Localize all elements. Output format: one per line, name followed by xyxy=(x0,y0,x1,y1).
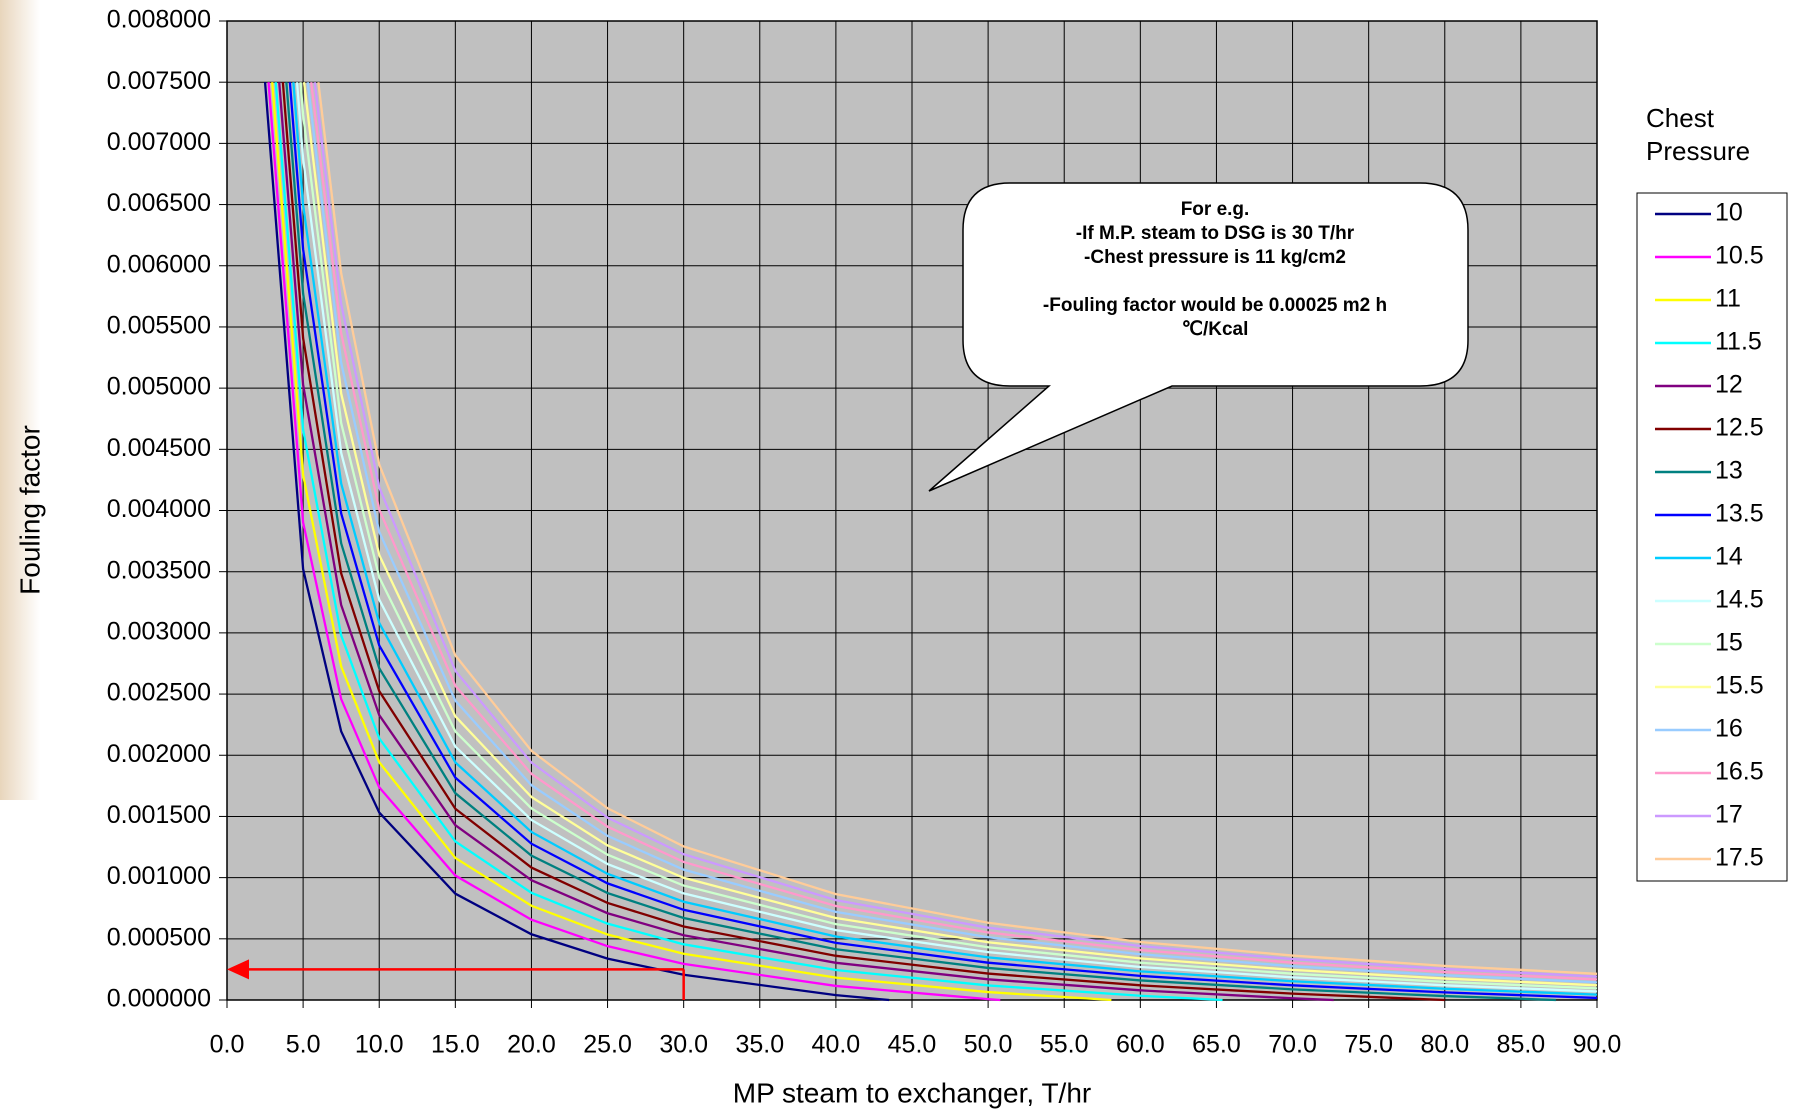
legend-label: 12 xyxy=(1715,371,1743,399)
x-tick-label: 30.0 xyxy=(659,1031,708,1059)
series-line xyxy=(288,82,1598,1000)
series-line xyxy=(263,82,890,1002)
x-tick-label: 10.0 xyxy=(355,1031,404,1059)
x-tick-label: 35.0 xyxy=(735,1031,784,1059)
y-tick-label: 0.005000 xyxy=(107,373,211,401)
y-tick-label: 0.003000 xyxy=(107,617,211,645)
x-tick-label: 90.0 xyxy=(1573,1031,1622,1059)
y-tick-label: 0.004500 xyxy=(107,434,211,462)
callout-line: -Fouling factor would be 0.00025 m2 h ℃/… xyxy=(1042,295,1388,340)
legend-label: 10.5 xyxy=(1715,242,1764,270)
series-line xyxy=(281,82,1445,1002)
legend-label: 10 xyxy=(1715,199,1743,227)
y-tick-label: 0.008000 xyxy=(107,6,211,34)
y-tick-label: 0.000000 xyxy=(107,985,211,1013)
legend-title-box: Chest Pressure xyxy=(1646,103,1751,166)
x-tick-label: 5.0 xyxy=(286,1031,321,1059)
x-tick-label: 20.0 xyxy=(507,1031,556,1059)
x-tick-label: 80.0 xyxy=(1420,1031,1469,1059)
x-tick-label: 85.0 xyxy=(1497,1031,1546,1059)
series-line xyxy=(313,82,1598,978)
legend-label: 11 xyxy=(1715,285,1741,313)
legend-box xyxy=(1636,192,1788,882)
callout-line: For e.g. xyxy=(1180,199,1250,220)
x-tick-label: 70.0 xyxy=(1268,1031,1317,1059)
series-line xyxy=(295,82,1598,993)
legend-label: 11.5 xyxy=(1715,328,1762,356)
legend-label: 17.5 xyxy=(1715,844,1764,872)
series-line xyxy=(271,82,1112,1002)
x-tick-label: 15.0 xyxy=(431,1031,480,1059)
y-tick-label: 0.006000 xyxy=(107,250,211,278)
legend-label: 12.5 xyxy=(1715,414,1764,442)
y-tick-label: 0.002500 xyxy=(107,679,211,707)
legend-label: 15 xyxy=(1715,629,1743,657)
callout-text: For e.g. -If M.P. steam to DSG is 30 T/hr… xyxy=(975,198,1455,342)
x-tick-label: 75.0 xyxy=(1344,1031,1393,1059)
legend-title: Chest Pressure xyxy=(1646,103,1751,166)
series-line xyxy=(278,82,1334,1002)
y-tick-label: 0.002000 xyxy=(107,740,211,768)
legend-label: 15.5 xyxy=(1715,672,1764,700)
x-tick-label: 60.0 xyxy=(1116,1031,1165,1059)
x-axis-title: MP steam to exchanger, T/hr xyxy=(733,1077,1091,1108)
x-tick-label: 50.0 xyxy=(964,1031,1013,1059)
x-tick-label: 65.0 xyxy=(1192,1031,1241,1059)
legend-label: 13 xyxy=(1715,457,1743,485)
callout-box: For e.g. -If M.P. steam to DSG is 30 T/hr… xyxy=(975,198,1455,342)
legend-label: 14.5 xyxy=(1715,586,1764,614)
y-tick-label: 0.007500 xyxy=(107,67,211,95)
y-tick-label: 0.000500 xyxy=(107,923,211,951)
y-tick-label: 0.006500 xyxy=(107,189,211,217)
y-tick-label: 0.001500 xyxy=(107,801,211,829)
y-tick-label: 0.003500 xyxy=(107,556,211,584)
x-tick-label: 0.0 xyxy=(210,1031,245,1059)
legend-label: 16 xyxy=(1715,715,1743,743)
plot-border xyxy=(226,20,1598,1001)
legend-label: 14 xyxy=(1715,543,1743,571)
y-tick-label: 0.007000 xyxy=(107,128,211,156)
series-line xyxy=(267,82,1001,1002)
legend-label: 13.5 xyxy=(1715,500,1764,528)
x-tick-label: 55.0 xyxy=(1040,1031,1089,1059)
legend-label: 16.5 xyxy=(1715,758,1764,786)
series-line xyxy=(317,82,1598,975)
series-line xyxy=(306,82,1598,984)
side-decoration xyxy=(0,0,40,800)
legend-label: 17 xyxy=(1715,801,1743,829)
series-line xyxy=(292,82,1598,996)
series-line xyxy=(299,82,1598,990)
series-line xyxy=(274,82,1223,1002)
y-tick-label: 0.005500 xyxy=(107,312,211,340)
series-line xyxy=(302,82,1598,987)
callout-line: -If M.P. steam to DSG is 30 T/hr xyxy=(1075,223,1355,244)
callout-bubble xyxy=(928,182,1469,492)
series-line xyxy=(310,82,1598,981)
y-tick-label: 0.001000 xyxy=(107,862,211,890)
series-line xyxy=(285,82,1556,1002)
x-tick-label: 25.0 xyxy=(583,1031,632,1059)
y-axis-title: Fouling factor xyxy=(14,425,45,595)
arrow-head xyxy=(227,959,249,980)
x-tick-label: 45.0 xyxy=(888,1031,937,1059)
x-tick-label: 40.0 xyxy=(812,1031,861,1059)
y-tick-label: 0.004000 xyxy=(107,495,211,523)
callout-line: -Chest pressure is 11 kg/cm2 xyxy=(1084,247,1346,268)
